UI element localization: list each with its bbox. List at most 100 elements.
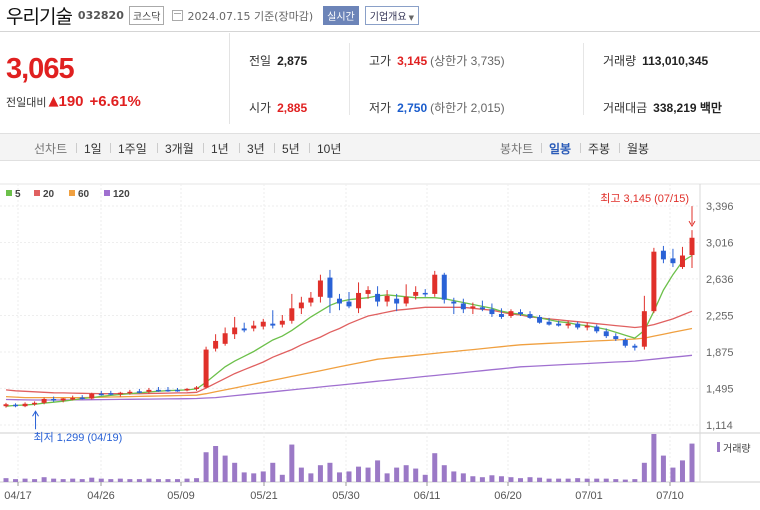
- candle-body: [79, 397, 85, 400]
- calendar-icon: [172, 10, 184, 21]
- candle-body: [308, 297, 314, 303]
- change-row: 전일대비 ▲ 190 +6.61%: [6, 93, 141, 110]
- legend-label: 120: [113, 189, 130, 200]
- candle-body: [108, 393, 114, 395]
- up-triangle-icon: ▲: [48, 94, 59, 109]
- x-tick-label: 05/30: [332, 490, 360, 502]
- candle-weekly-button[interactable]: 주봉: [588, 142, 611, 156]
- candle-body: [641, 311, 647, 347]
- realtime-button[interactable]: 실시간: [323, 6, 359, 25]
- x-tick-label: 04/26: [87, 490, 115, 502]
- volume-bar: [689, 443, 695, 482]
- y-tick-label: 3,016: [706, 237, 734, 249]
- chart-toolbar: 선차트 1일 1주일 3개월 1년 3년 5년 10년 봉차트 일봉 주봉 월봉: [0, 133, 760, 161]
- stat-volume-value: 113,010,345: [642, 54, 709, 68]
- candle-body: [575, 323, 581, 328]
- low-annotation: 최저 1,299 (04/19): [34, 431, 123, 444]
- candle-body: [232, 327, 238, 335]
- legend-label: 5: [15, 189, 21, 200]
- candle-daily-button[interactable]: 일봉: [549, 142, 572, 156]
- candle-body: [556, 323, 562, 326]
- period-3m-button[interactable]: 3개월: [165, 142, 194, 156]
- volume-bar: [660, 455, 666, 482]
- candle-body: [565, 323, 571, 326]
- candle-body: [89, 393, 95, 399]
- volume-label: 거래량: [723, 443, 751, 455]
- legend-swatch: [34, 190, 40, 196]
- period-3y-button[interactable]: 3년: [247, 142, 265, 156]
- candle-body: [413, 291, 419, 296]
- candle-body: [498, 314, 504, 317]
- period-1w-button[interactable]: 1주일: [118, 142, 147, 156]
- volume-bar: [375, 460, 381, 482]
- stat-high-label: 고가: [369, 54, 392, 68]
- candle-chart-label: 봉차트: [500, 142, 534, 156]
- volume-bar: [470, 476, 476, 482]
- period-5y-button[interactable]: 5년: [282, 142, 300, 156]
- company-overview-dropdown[interactable]: 기업개요 ▼: [364, 6, 419, 25]
- company-overview-label: 기업개요: [369, 12, 407, 23]
- high-annotation: 최고 3,145 (07/15): [600, 192, 689, 205]
- period-10y-button[interactable]: 10년: [317, 142, 342, 156]
- volume-bar: [289, 444, 295, 482]
- volume-bar: [98, 478, 104, 482]
- candle-body: [479, 307, 485, 310]
- volume-bar: [518, 478, 523, 482]
- period-1y-button[interactable]: 1년: [211, 142, 229, 156]
- candle-body: [70, 398, 76, 400]
- low-arrow-head: [32, 410, 39, 417]
- volume-bar: [165, 479, 171, 482]
- stat-prev-value: 2,875: [277, 54, 308, 68]
- candle-body: [165, 389, 171, 392]
- candle-body: [403, 296, 409, 304]
- candle-body: [365, 290, 371, 294]
- volume-bar: [117, 478, 123, 482]
- candle-body: [441, 274, 447, 300]
- candle-body: [270, 323, 276, 326]
- candle-body: [289, 308, 295, 321]
- stat-amount: 거래대금 338,219 백만: [603, 99, 722, 116]
- candle-body: [346, 301, 352, 307]
- stat-prev: 전일 2,875: [249, 52, 307, 69]
- stat-low-limit: (하한가 2,015): [430, 101, 505, 115]
- candle-body: [279, 320, 285, 325]
- divider: [203, 143, 204, 153]
- candle-body: [603, 331, 609, 337]
- volume-bar: [22, 478, 28, 482]
- volume-bar: [336, 472, 342, 482]
- candle-body: [41, 398, 47, 403]
- volume-bar: [51, 478, 57, 482]
- candlestick-chart: 3,396 3,016 2,636 2,255 1,875 1,495 1,114 04/17…: [0, 183, 760, 502]
- candle-body: [394, 298, 400, 304]
- legend-label: 20: [43, 189, 55, 200]
- volume-bar: [489, 475, 495, 482]
- volume-bar: [251, 473, 257, 482]
- candle-body: [336, 298, 342, 304]
- volume-bar: [365, 467, 371, 482]
- volume-bar: [184, 478, 190, 482]
- volume-bar: [565, 478, 571, 482]
- stat-low-value: 2,750: [397, 101, 428, 115]
- volume-bar: [603, 478, 609, 482]
- candle-body: [470, 306, 476, 309]
- volume-bar: [394, 467, 400, 482]
- stat-prev-label: 전일: [249, 54, 272, 68]
- y-tick-label: 2,636: [706, 274, 734, 286]
- volume-legend-swatch: [717, 442, 720, 452]
- stat-amount-label: 거래대금: [603, 101, 648, 115]
- candle-body: [60, 398, 66, 401]
- legend-swatch: [69, 190, 75, 196]
- volume-bar: [679, 460, 685, 482]
- candle-monthly-button[interactable]: 월봉: [627, 142, 650, 156]
- line-chart-label: 선차트: [34, 142, 68, 156]
- change-label: 전일대비: [6, 95, 47, 109]
- volume-bar: [584, 478, 590, 482]
- period-1d-button[interactable]: 1일: [84, 142, 102, 156]
- candle-body: [632, 345, 638, 348]
- volume-bar: [232, 462, 238, 482]
- candle-body: [241, 328, 247, 331]
- stat-open-label: 시가: [249, 101, 272, 115]
- volume-bar: [432, 453, 438, 482]
- volume-bar: [622, 479, 628, 482]
- candle-body: [451, 301, 457, 304]
